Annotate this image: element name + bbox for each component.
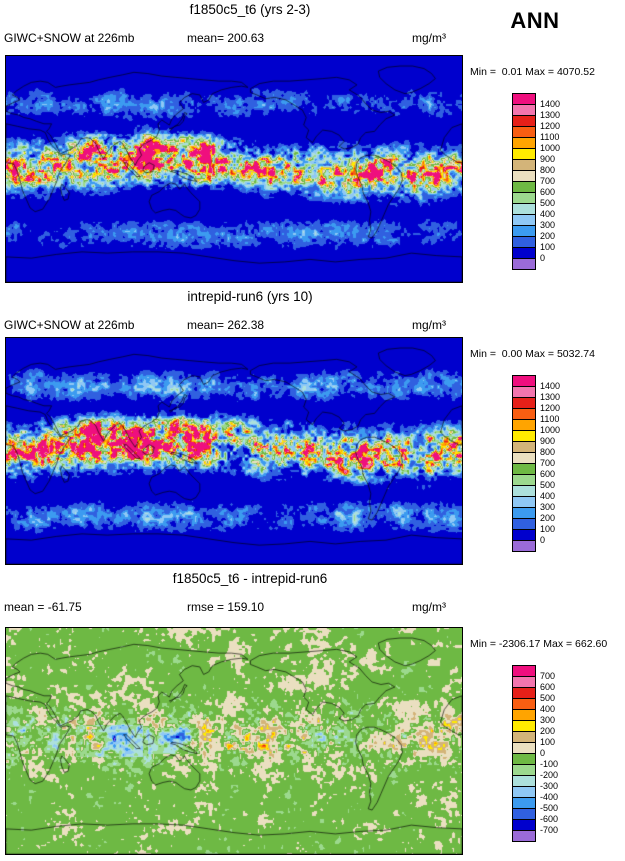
colorbar-tick-label: 100 xyxy=(540,737,556,747)
colorbar-labels: 1400 1300 1200 1100 1000 900 800 700 600 500 400 30… xyxy=(540,375,588,553)
colorbar-tick-label: 700 xyxy=(540,176,556,186)
minmax-label: Min = 0.00 Max = 5032.74 xyxy=(470,348,595,360)
mean-label: mean= 262.38 xyxy=(187,318,265,332)
map-case2 xyxy=(6,338,462,564)
colorbar-labels: 700 600 500 400 300 200 100 0 -100 -200 -300 -400 -5… xyxy=(540,665,588,843)
colorbar-tick-label: 1300 xyxy=(540,110,561,120)
mean-label: mean= 200.63 xyxy=(187,31,265,45)
map-case1 xyxy=(6,56,462,282)
colorbar-tick-label: 1000 xyxy=(540,425,561,435)
colorbar-tick-label: 100 xyxy=(540,242,556,252)
units-label: mg/m³ xyxy=(412,31,446,45)
map-frame xyxy=(5,337,463,565)
stats-row: GIWC+SNOW at 226mb mean= 200.63 mg/m³ xyxy=(0,31,466,47)
season-label: ANN xyxy=(510,8,560,33)
variable-label: GIWC+SNOW at 226mb xyxy=(4,318,135,332)
colorbar-tick-label: 0 xyxy=(540,748,546,758)
colorbar-tick-label: -400 xyxy=(540,792,559,802)
colorbar-tick-label: 700 xyxy=(540,458,556,468)
colorbar-tick-label: -200 xyxy=(540,770,559,780)
colorbar-tick-label: 300 xyxy=(540,220,556,230)
colorbar-tick-label: 800 xyxy=(540,165,556,175)
colorbar-tick-label: 800 xyxy=(540,447,556,457)
colorbar-tick-label: 1200 xyxy=(540,403,561,413)
colorbar-tick-label: 100 xyxy=(540,524,556,534)
panel-title: intrepid-run6 (yrs 10) xyxy=(187,289,313,304)
colorbar-tick-label: 1400 xyxy=(540,99,561,109)
colorbar-tick-label: 600 xyxy=(540,469,556,479)
units-label: mg/m³ xyxy=(412,600,446,614)
colorbar-tick-label: 300 xyxy=(540,715,556,725)
colorbar-tick-label: -600 xyxy=(540,814,559,824)
variable-label: GIWC+SNOW at 226mb xyxy=(4,31,135,45)
colorbar-labels: 1400 1300 1200 1100 1000 900 800 700 600 500 400 30… xyxy=(540,93,588,271)
panel-case2: intrepid-run6 (yrs 10) GIWC+SNOW at 226m… xyxy=(0,287,625,577)
colorbar-tick-label: 300 xyxy=(540,502,556,512)
minmax-label: Min = 0.01 Max = 4070.52 xyxy=(470,66,595,78)
colorbar-tick-label: 1400 xyxy=(540,381,561,391)
colorbar-tick-label: 700 xyxy=(540,671,556,681)
colorbar-cell xyxy=(512,258,536,270)
colorbar-tick-label: 200 xyxy=(540,513,556,523)
minmax-label: Min = -2306.17 Max = 662.60 xyxy=(470,638,608,650)
colorbar-tick-label: 400 xyxy=(540,704,556,714)
colorbar-tick-label: 400 xyxy=(540,209,556,219)
colorbar-tick-label: 500 xyxy=(540,480,556,490)
map-frame xyxy=(5,627,463,855)
colorbar-cells xyxy=(512,375,536,552)
colorbar-tick-label: -500 xyxy=(540,803,559,813)
colorbar-tick-label: 600 xyxy=(540,682,556,692)
panel-title: f1850c5_t6 - intrepid-run6 xyxy=(172,571,328,586)
map-difference xyxy=(6,628,462,854)
colorbar-tick-label: 1200 xyxy=(540,121,561,131)
colorbar-difference: 700 600 500 400 300 200 100 0 -100 -200 -300 -400 -5… xyxy=(512,665,592,843)
colorbar-tick-label: 1300 xyxy=(540,392,561,402)
colorbar-tick-label: -700 xyxy=(540,825,559,835)
colorbar-tick-label: 1100 xyxy=(540,414,560,424)
colorbar-tick-label: -300 xyxy=(540,781,559,791)
stats-row: GIWC+SNOW at 226mb mean= 262.38 mg/m³ xyxy=(0,318,466,334)
panel-case1: f1850c5_t6 (yrs 2-3) GIWC+SNOW at 226mb … xyxy=(0,0,625,290)
mean-label: mean = -61.75 xyxy=(4,600,82,614)
panel-difference: f1850c5_t6 - intrepid-run6 mean = -61.75… xyxy=(0,569,625,861)
colorbar-tick-label: -100 xyxy=(540,759,559,769)
colorbar-tick-label: 1000 xyxy=(540,143,561,153)
panel-title: f1850c5_t6 (yrs 2-3) xyxy=(189,2,311,17)
colorbar-cells xyxy=(512,665,536,842)
colorbar-tick-label: 900 xyxy=(540,436,556,446)
colorbar-tick-label: 1100 xyxy=(540,132,560,142)
colorbar-tick-label: 600 xyxy=(540,187,556,197)
colorbar-tick-label: 500 xyxy=(540,198,556,208)
colorbar-tick-label: 500 xyxy=(540,693,556,703)
colorbar-tick-label: 900 xyxy=(540,154,556,164)
colorbar-tick-label: 200 xyxy=(540,726,556,736)
colorbar-case2: 1400 1300 1200 1100 1000 900 800 700 600 500 400 30… xyxy=(512,375,592,553)
colorbar-tick-label: 400 xyxy=(540,491,556,501)
colorbar-cell xyxy=(512,830,536,842)
units-label: mg/m³ xyxy=(412,318,446,332)
colorbar-tick-label: 0 xyxy=(540,535,546,545)
colorbar-case1: 1400 1300 1200 1100 1000 900 800 700 600 500 400 30… xyxy=(512,93,592,271)
map-frame xyxy=(5,55,463,283)
stats-row: mean = -61.75 rmse = 159.10 mg/m³ xyxy=(0,600,466,616)
colorbar-tick-label: 200 xyxy=(540,231,556,241)
colorbar-cells xyxy=(512,93,536,270)
rmse-label: rmse = 159.10 xyxy=(187,600,265,614)
colorbar-cell xyxy=(512,540,536,552)
colorbar-tick-label: 0 xyxy=(540,253,546,263)
